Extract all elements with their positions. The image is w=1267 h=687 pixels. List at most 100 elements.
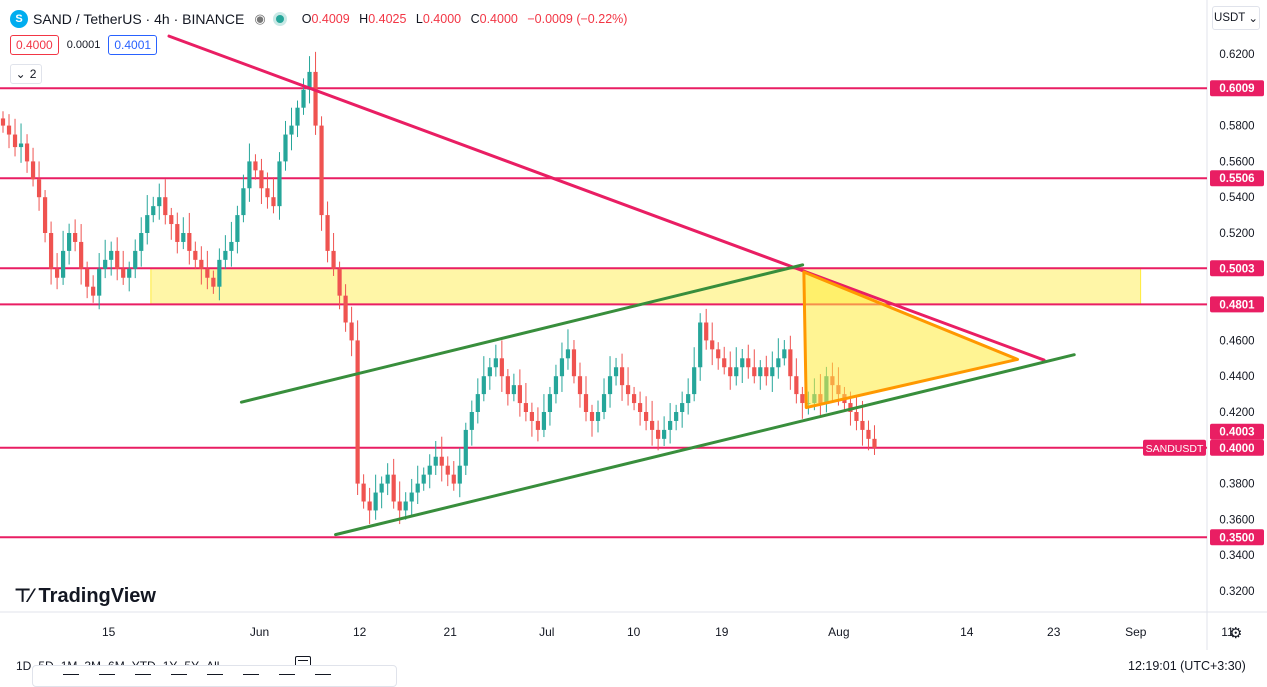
candle-body [776, 358, 781, 368]
eye-icon[interactable]: ◉ [254, 11, 266, 26]
open-label: O [301, 12, 312, 26]
toolbar-tool-icon[interactable] [207, 674, 223, 684]
candle-body [457, 465, 462, 484]
candle-body [643, 412, 649, 421]
trendlines [167, 34, 1076, 537]
candle-body [127, 268, 132, 278]
candle-body [235, 215, 240, 242]
toolbar-tool-icon[interactable] [63, 674, 79, 684]
candle-body [595, 412, 601, 421]
toolbar-tool-icon[interactable] [315, 674, 331, 684]
level-price-tag-bg [1210, 296, 1264, 313]
candle-body [650, 420, 655, 430]
candle-body [637, 403, 643, 412]
candle-body [199, 259, 204, 269]
candle-body [680, 403, 685, 412]
candle-body [133, 250, 138, 269]
candle-body [499, 358, 504, 377]
candle-body [24, 143, 30, 162]
candle-body [97, 268, 102, 296]
candle-body [54, 268, 60, 278]
candle-body [277, 161, 282, 207]
toolbar-tool-icon[interactable] [171, 674, 187, 684]
gear-icon[interactable]: ⚙ [1229, 625, 1243, 642]
toolbar-tool-icon[interactable] [99, 674, 115, 684]
supply-zone-layer [150, 267, 1142, 305]
time-tick-label: 19 [715, 625, 729, 639]
high-label: H [359, 12, 369, 26]
candle-body [589, 412, 595, 421]
time-axis: 15 Jun 12 21 Jul 10 19 Aug 14 23 Sep 11 [102, 625, 1234, 639]
candle-body [193, 250, 198, 260]
bid-button[interactable]: 0.4000 [10, 35, 59, 55]
market-status-icon [275, 15, 284, 23]
symbol-title[interactable]: SAND / TetherUS · 4h · BINANCE [33, 11, 245, 27]
drawing-toolbar [32, 665, 397, 687]
candle-body [361, 483, 366, 502]
triangle-pattern-layer [802, 270, 1020, 410]
currency-selector[interactable]: USDT ⌄ [1212, 6, 1260, 30]
candle-body [331, 250, 336, 269]
tradingview-logo[interactable]: ⊤⁄ TradingView [14, 585, 156, 608]
symbol-price-tag: SANDUSDT [1146, 443, 1204, 455]
candle-body [752, 367, 757, 377]
price-tick-label: 0.4600 [1219, 335, 1254, 347]
candle-body [379, 483, 384, 493]
candle-body [325, 215, 330, 251]
price-chart[interactable]: 0.6200 0.5800 0.5600 0.5400 0.5200 0.4600 0.44… [0, 0, 1267, 650]
candle-body [770, 367, 775, 377]
toolbar-tool-icon[interactable] [243, 674, 259, 684]
time-tick-label: 15 [102, 625, 116, 639]
candle-body [734, 367, 739, 377]
candle-body [535, 420, 541, 430]
candle-body [12, 134, 18, 148]
toolbar-tool-icon[interactable] [279, 674, 295, 684]
candle-body [79, 241, 84, 269]
time-tick-label: Jun [250, 625, 269, 639]
candle-body [48, 233, 54, 269]
candle-body [397, 501, 402, 511]
candle-body [439, 456, 444, 466]
level-price-tag-bg [1210, 260, 1264, 277]
candle-body [511, 385, 516, 395]
toolbar-tool-icon[interactable] [135, 674, 151, 684]
candle-body [716, 349, 721, 359]
price-tick-label: 0.5400 [1219, 192, 1254, 204]
candle-body [523, 403, 528, 412]
candle-body [631, 394, 637, 404]
candle-body [481, 376, 486, 395]
level-price-tag-bg [1210, 170, 1264, 187]
time-tick-label: Sep [1125, 625, 1147, 639]
candle-body [91, 286, 96, 296]
current-price-tag-bg [1210, 439, 1264, 456]
range-button-1d[interactable]: 1D [16, 659, 32, 673]
time-tick-label: Jul [539, 625, 554, 639]
candle-body [764, 367, 769, 377]
clock-readout[interactable]: 12:19:01 (UTC+3:30) [1128, 659, 1246, 673]
candle-body [343, 295, 348, 323]
candle-body [860, 420, 865, 430]
close-label: C [470, 12, 480, 26]
price-axis: 0.6200 0.5800 0.5600 0.5400 0.5200 0.4600 0.44… [1143, 49, 1264, 598]
candle-body [607, 376, 613, 395]
candle-body [85, 268, 90, 287]
candle-body [493, 358, 498, 368]
candle-body [415, 483, 420, 493]
indicators-collapse-button[interactable]: ⌄ 2 [10, 64, 42, 84]
candle-body [469, 412, 474, 430]
price-tick-label: 0.4400 [1219, 371, 1254, 383]
candle-body [475, 394, 480, 412]
candle-body [163, 197, 168, 216]
candle-body [529, 412, 535, 421]
candle-body [313, 71, 318, 126]
change-value: −0.0009 (−0.22%) [527, 12, 628, 26]
candle-body [625, 385, 631, 395]
triangle-pattern [802, 270, 1020, 410]
level-price-tag: 0.4801 [1219, 299, 1255, 311]
ask-button[interactable]: 0.4001 [108, 35, 158, 55]
sand-logo-icon: S [10, 10, 28, 28]
candle-body [283, 134, 288, 162]
time-tick-label: 14 [960, 625, 974, 639]
price-tick-label: 0.3400 [1219, 550, 1254, 562]
candle-body [788, 349, 793, 377]
